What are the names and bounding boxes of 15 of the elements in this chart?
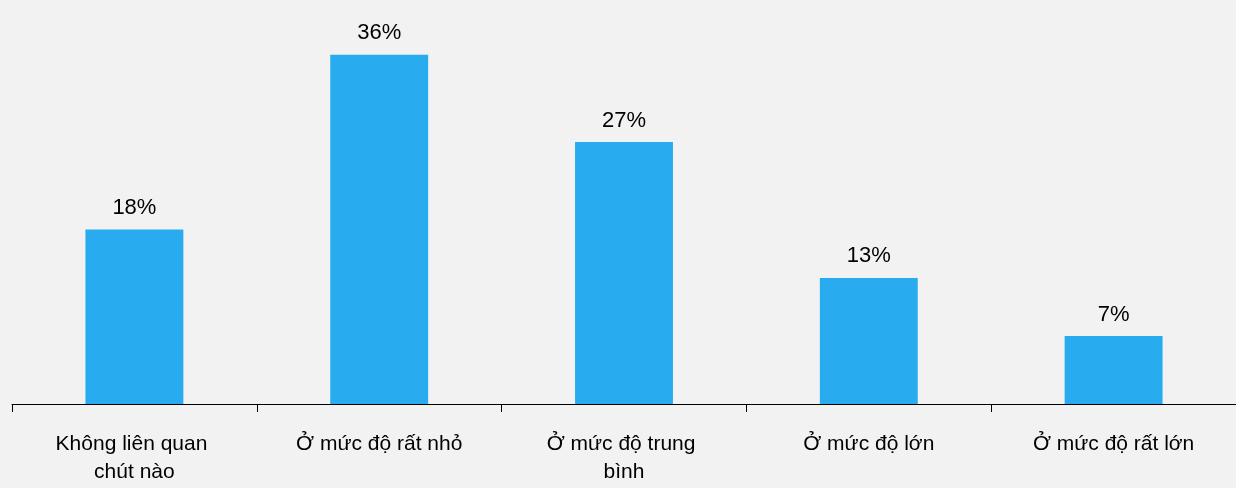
data-label: 27% bbox=[601, 106, 647, 132]
x-tick-label: Không liên quan chút nào bbox=[55, 430, 214, 482]
data-label: 18% bbox=[112, 193, 157, 219]
bar bbox=[575, 142, 673, 404]
bar bbox=[330, 54, 429, 404]
x-tick-label: Ở mức độ rất nhỏ bbox=[296, 430, 463, 454]
x-tick-label: Ở mức độ trung bình bbox=[546, 430, 702, 482]
bar bbox=[819, 277, 918, 404]
x-tick-label: Ở mức độ lớn bbox=[803, 430, 935, 454]
data-label: 13% bbox=[846, 242, 891, 268]
bar bbox=[85, 229, 184, 404]
x-tick-label: Ở mức độ rất lớn bbox=[1032, 430, 1195, 454]
data-label: 7% bbox=[1097, 300, 1130, 326]
bar bbox=[1064, 336, 1163, 404]
data-label: 36% bbox=[357, 19, 402, 45]
